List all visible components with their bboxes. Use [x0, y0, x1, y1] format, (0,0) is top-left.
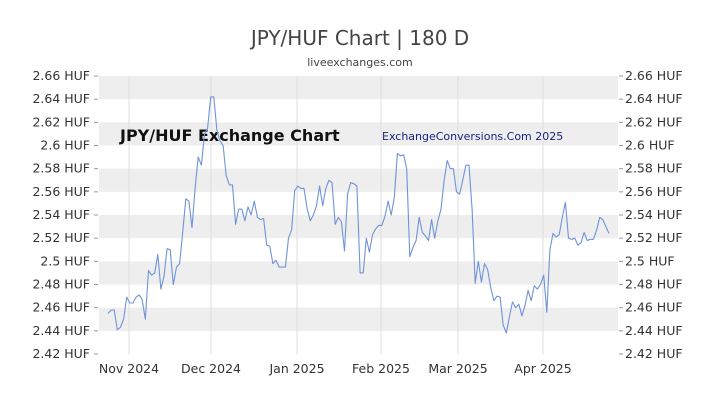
series-group	[107, 96, 610, 334]
y-tick-label-left: 2.5 HUF	[40, 253, 90, 268]
x-tick-label: Nov 2024	[99, 361, 159, 376]
y-tick-label-right: 2.62 HUF	[625, 114, 683, 129]
y-tick-label-left: 2.48 HUF	[32, 277, 90, 292]
y-tick-label-left: 2.6 HUF	[40, 138, 90, 153]
background-band	[99, 261, 618, 285]
y-tick-label-right: 2.58 HUF	[625, 161, 683, 176]
y-axis-left: 2.66 HUF 2.64 HUF 2.62 HUF 2.6 HUF 2.58 HUF 2…	[32, 68, 98, 361]
series-line	[107, 96, 610, 334]
chart-title: JPY/HUF Chart | 180 D	[250, 26, 470, 50]
vertical-gridlines	[128, 76, 544, 354]
y-tick-label-right: 2.56 HUF	[625, 184, 683, 199]
background-band	[99, 76, 618, 100]
y-tick-label-right: 2.44 HUF	[625, 323, 683, 338]
y-tick-label-right: 2.5 HUF	[625, 253, 675, 268]
y-tick-label-left: 2.56 HUF	[32, 184, 90, 199]
background-bands	[99, 76, 618, 331]
y-tick-label-right: 2.64 HUF	[625, 91, 683, 106]
y-tick-label-left: 2.42 HUF	[32, 346, 90, 361]
x-tick-label: Feb 2025	[352, 361, 410, 376]
y-tick-label-left: 2.44 HUF	[32, 323, 90, 338]
x-tick-label: Mar 2025	[428, 361, 487, 376]
y-tick-label-left: 2.46 HUF	[32, 300, 90, 315]
chart-annotation-left: JPY/HUF Exchange Chart	[119, 126, 340, 145]
y-tick-label-right: 2.46 HUF	[625, 300, 683, 315]
y-axis-right: 2.66 HUF 2.64 HUF 2.62 HUF 2.6 HUF 2.58 HUF 2…	[619, 68, 683, 361]
y-tick-label-right: 2.48 HUF	[625, 277, 683, 292]
background-band	[99, 122, 618, 146]
y-tick-label-right: 2.52 HUF	[625, 230, 683, 245]
y-tick-label-left: 2.52 HUF	[32, 230, 90, 245]
y-tick-label-left: 2.66 HUF	[32, 68, 90, 83]
x-tick-label: Dec 2024	[181, 361, 241, 376]
background-band	[99, 307, 618, 331]
y-tick-label-right: 2.6 HUF	[625, 138, 675, 153]
y-tick-label-right: 2.66 HUF	[625, 68, 683, 83]
chart-annotation-right: ExchangeConversions.Com 2025	[382, 130, 563, 143]
y-tick-label-left: 2.64 HUF	[32, 91, 90, 106]
y-tick-label-left: 2.58 HUF	[32, 161, 90, 176]
y-tick-label-left: 2.54 HUF	[32, 207, 90, 222]
y-tick-label-right: 2.42 HUF	[625, 346, 683, 361]
x-tick-label: Jan 2025	[268, 361, 324, 376]
x-tick-label: Apr 2025	[514, 361, 571, 376]
background-band	[99, 168, 618, 192]
y-tick-label-left: 2.62 HUF	[32, 114, 90, 129]
x-axis: Nov 2024 Dec 2024 Jan 2025 Feb 2025 Mar 2025…	[99, 361, 572, 376]
y-tick-label-right: 2.54 HUF	[625, 207, 683, 222]
chart-subtitle: liveexchanges.com	[307, 56, 413, 69]
